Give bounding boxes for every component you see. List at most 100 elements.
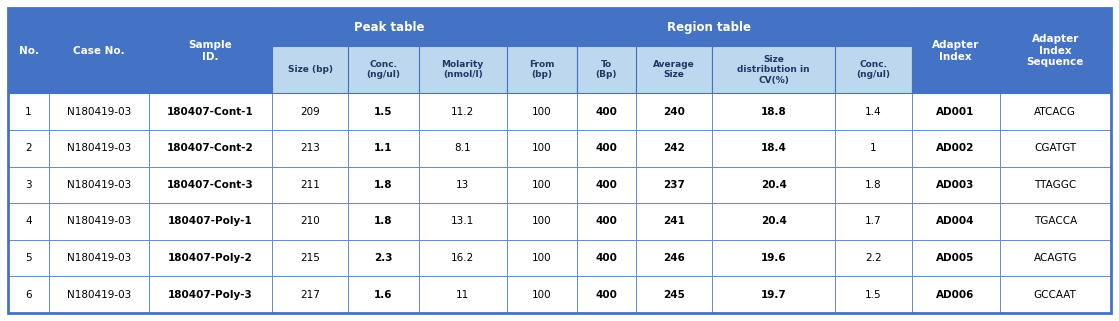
Bar — [507, 276, 577, 313]
Bar — [507, 203, 577, 240]
Text: AD005: AD005 — [937, 253, 975, 263]
Text: 241: 241 — [662, 216, 685, 227]
Text: 1.8: 1.8 — [374, 216, 393, 227]
Text: AD004: AD004 — [937, 216, 975, 227]
Text: 400: 400 — [595, 180, 618, 190]
Text: Size (bp): Size (bp) — [288, 65, 332, 74]
Text: AD001: AD001 — [937, 107, 975, 117]
Text: 18.4: 18.4 — [761, 143, 787, 153]
Bar — [712, 93, 835, 130]
Bar — [636, 203, 712, 240]
Bar — [49, 276, 149, 313]
Bar — [272, 203, 348, 240]
Bar — [419, 167, 507, 203]
Text: 180407-Cont-3: 180407-Cont-3 — [167, 180, 254, 190]
Bar — [636, 130, 712, 167]
Bar — [49, 130, 149, 167]
Text: N180419-03: N180419-03 — [67, 143, 131, 153]
Bar — [507, 46, 577, 93]
Text: 180407-Poly-2: 180407-Poly-2 — [168, 253, 253, 263]
Bar — [348, 276, 419, 313]
Text: N180419-03: N180419-03 — [67, 107, 131, 117]
Text: Conc.
(ng/ul): Conc. (ng/ul) — [367, 60, 401, 80]
Text: 100: 100 — [533, 180, 552, 190]
Bar — [149, 93, 272, 130]
Text: 1.5: 1.5 — [374, 107, 393, 117]
Text: AD006: AD006 — [937, 290, 975, 300]
Text: 213: 213 — [300, 143, 320, 153]
Text: Region table: Region table — [667, 21, 751, 34]
Text: 8.1: 8.1 — [454, 143, 471, 153]
Bar — [149, 130, 272, 167]
Bar — [507, 8, 912, 46]
Bar — [577, 130, 636, 167]
Text: 2.3: 2.3 — [374, 253, 393, 263]
Bar — [999, 276, 1111, 313]
Text: 240: 240 — [662, 107, 685, 117]
Text: 180407-Poly-3: 180407-Poly-3 — [168, 290, 253, 300]
Text: 4: 4 — [26, 216, 31, 227]
Bar — [419, 240, 507, 276]
Text: Average
Size: Average Size — [653, 60, 695, 80]
Text: Case No.: Case No. — [73, 46, 124, 56]
Text: To
(Bp): To (Bp) — [595, 60, 618, 80]
Text: ATCACG: ATCACG — [1034, 107, 1076, 117]
Text: 1.6: 1.6 — [374, 290, 393, 300]
Bar — [912, 276, 999, 313]
Bar — [577, 276, 636, 313]
Bar — [149, 167, 272, 203]
Bar — [8, 8, 49, 46]
Bar — [912, 240, 999, 276]
Text: 1.8: 1.8 — [374, 180, 393, 190]
Bar — [272, 167, 348, 203]
Bar — [419, 130, 507, 167]
Bar — [49, 167, 149, 203]
Text: 20.4: 20.4 — [761, 180, 787, 190]
Text: 400: 400 — [595, 143, 618, 153]
Bar — [835, 240, 912, 276]
Bar — [272, 276, 348, 313]
Bar — [999, 240, 1111, 276]
Text: N180419-03: N180419-03 — [67, 216, 131, 227]
Bar — [149, 276, 272, 313]
Bar — [8, 276, 49, 313]
Bar — [348, 240, 419, 276]
Bar — [712, 167, 835, 203]
Bar — [912, 93, 999, 130]
Bar — [912, 203, 999, 240]
Bar — [49, 203, 149, 240]
Bar — [835, 167, 912, 203]
Bar — [8, 203, 49, 240]
Bar — [835, 46, 912, 93]
Text: 100: 100 — [533, 290, 552, 300]
Bar — [419, 46, 507, 93]
Bar — [8, 130, 49, 167]
Bar — [912, 130, 999, 167]
Text: 180407-Cont-2: 180407-Cont-2 — [167, 143, 254, 153]
Text: 3: 3 — [26, 180, 31, 190]
Text: 1.4: 1.4 — [865, 107, 882, 117]
Bar — [712, 203, 835, 240]
Bar — [272, 93, 348, 130]
Text: Conc.
(ng/ul): Conc. (ng/ul) — [856, 60, 891, 80]
Text: 1: 1 — [871, 143, 876, 153]
Text: 5: 5 — [26, 253, 31, 263]
Bar — [8, 8, 49, 93]
Text: 2.2: 2.2 — [865, 253, 882, 263]
Text: 180407-Poly-1: 180407-Poly-1 — [168, 216, 253, 227]
Bar — [8, 240, 49, 276]
Bar — [149, 8, 272, 46]
Bar — [348, 46, 419, 93]
Text: 100: 100 — [533, 143, 552, 153]
Bar — [835, 93, 912, 130]
Bar — [8, 93, 49, 130]
Text: N180419-03: N180419-03 — [67, 180, 131, 190]
Bar — [149, 8, 272, 93]
Bar — [8, 167, 49, 203]
Text: 13.1: 13.1 — [451, 216, 474, 227]
Text: 11.2: 11.2 — [451, 107, 474, 117]
Bar — [999, 8, 1111, 93]
Text: Molarity
(nmol/l): Molarity (nmol/l) — [442, 60, 483, 80]
Bar — [999, 203, 1111, 240]
Bar — [348, 167, 419, 203]
